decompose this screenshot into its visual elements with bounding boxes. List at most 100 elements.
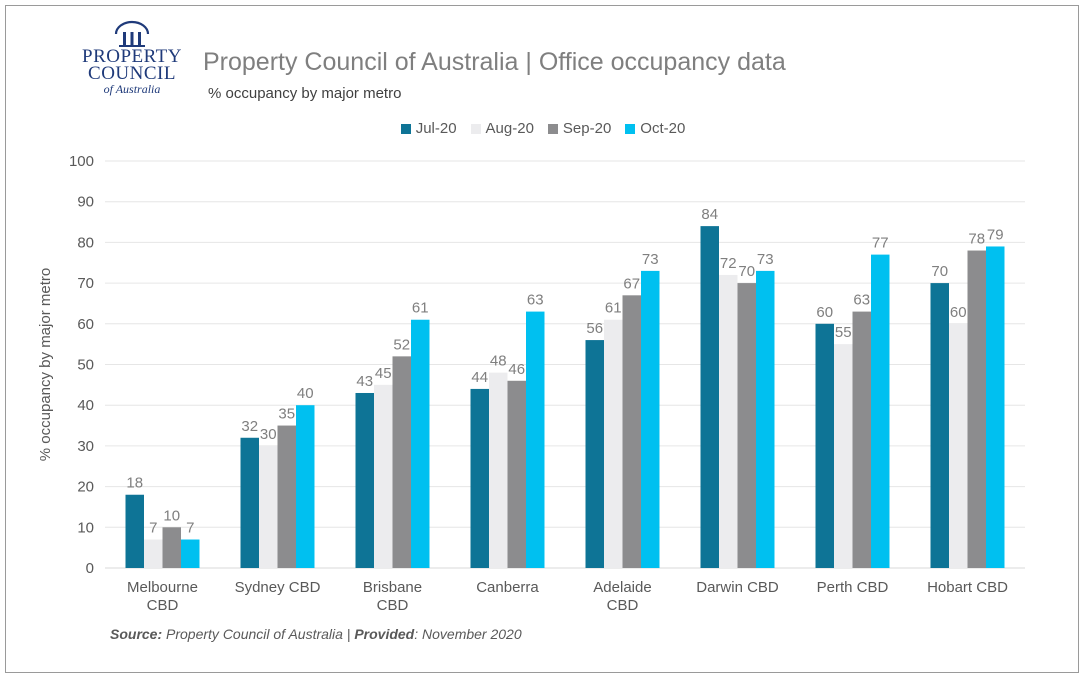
data-label-aug-20-7: 60 — [950, 304, 967, 321]
legend-swatch-jul-20 — [400, 123, 411, 134]
data-label-aug-20-4: 61 — [605, 300, 622, 317]
bar-aug-20-7 — [949, 323, 968, 568]
x-tick-label-4-0: Adelaide — [593, 579, 651, 596]
data-label-jul-20-4: 56 — [586, 320, 603, 337]
x-tick-label-0-1: CBD — [147, 597, 179, 614]
legend-label-aug-20: Aug-20 — [485, 120, 534, 137]
bar-oct-20-4 — [641, 270, 660, 568]
bar-oct-20-6 — [871, 254, 890, 569]
property-council-logo: PROPERTY COUNCIL of Australia — [76, 20, 188, 96]
legend-swatch-sep-20 — [547, 123, 558, 134]
y-tick-label-80: 80 — [77, 234, 94, 251]
legend-label-oct-20: Oct-20 — [640, 120, 686, 137]
y-tick-label-60: 60 — [77, 316, 94, 333]
provided-label: Provided — [354, 626, 415, 642]
x-tick-label-2-0: Brisbane — [363, 579, 422, 596]
bar-oct-20-3 — [526, 311, 545, 568]
legend-item-jul-20: Jul-20 — [400, 120, 457, 137]
x-tick-label-7-0: Hobart CBD — [927, 579, 1008, 596]
data-label-jul-20-0: 18 — [126, 475, 143, 492]
data-label-aug-20-3: 48 — [490, 353, 507, 370]
chart-subtitle: % occupancy by major metro — [208, 85, 402, 102]
data-label-sep-20-0: 10 — [163, 507, 180, 524]
y-tick-label-40: 40 — [77, 397, 94, 414]
legend-item-sep-20: Sep-20 — [547, 120, 612, 137]
bar-sep-20-1 — [277, 425, 296, 568]
y-tick-label-90: 90 — [77, 194, 94, 211]
data-label-sep-20-4: 67 — [623, 275, 640, 292]
bar-oct-20-5 — [756, 270, 775, 568]
legend-item-aug-20: Aug-20 — [470, 120, 534, 137]
source-text: Property Council of Australia | — [162, 626, 355, 642]
data-label-oct-20-7: 79 — [987, 226, 1004, 243]
y-tick-label-30: 30 — [77, 438, 94, 455]
data-label-sep-20-5: 70 — [738, 263, 755, 280]
data-label-oct-20-6: 77 — [872, 235, 889, 252]
bar-sep-20-4 — [622, 295, 641, 568]
data-label-aug-20-2: 45 — [375, 365, 392, 382]
source-note: Source: Property Council of Australia | … — [110, 626, 522, 642]
data-label-aug-20-6: 55 — [835, 324, 852, 341]
bar-oct-20-0 — [181, 539, 200, 568]
data-label-sep-20-6: 63 — [853, 292, 870, 309]
bar-jul-20-1 — [240, 437, 259, 568]
data-label-aug-20-1: 30 — [260, 426, 277, 443]
data-label-oct-20-0: 7 — [186, 520, 194, 537]
bar-aug-20-5 — [719, 274, 738, 568]
y-tick-label-100: 100 — [69, 153, 94, 170]
bar-jul-20-2 — [355, 392, 374, 568]
data-label-jul-20-7: 70 — [931, 263, 948, 280]
bar-sep-20-7 — [967, 250, 986, 569]
provided-text: : November 2020 — [414, 626, 522, 642]
data-label-oct-20-5: 73 — [757, 251, 774, 268]
data-label-sep-20-7: 78 — [968, 231, 985, 248]
y-tick-label-20: 20 — [77, 479, 94, 496]
source-label: Source: — [110, 626, 163, 642]
legend-label-sep-20: Sep-20 — [562, 120, 612, 137]
y-tick-label-0: 0 — [86, 560, 94, 577]
bar-jul-20-3 — [470, 388, 489, 568]
bar-aug-20-1 — [259, 445, 278, 568]
data-label-aug-20-0: 7 — [149, 520, 157, 537]
logo-line-2: COUNCIL — [88, 63, 176, 84]
data-label-jul-20-1: 32 — [241, 418, 258, 435]
bar-jul-20-4 — [585, 340, 604, 568]
bar-oct-20-7 — [986, 246, 1005, 568]
x-tick-label-3-0: Canberra — [476, 579, 539, 596]
legend-item-oct-20: Oct-20 — [625, 120, 685, 137]
data-label-sep-20-2: 52 — [393, 336, 410, 353]
x-tick-label-5-0: Darwin CBD — [696, 579, 779, 596]
data-label-jul-20-5: 84 — [701, 206, 718, 223]
bar-aug-20-0 — [144, 539, 163, 568]
y-tick-label-10: 10 — [77, 519, 94, 536]
bar-jul-20-0 — [125, 494, 144, 568]
bar-sep-20-6 — [852, 311, 871, 568]
data-label-oct-20-1: 40 — [297, 385, 314, 402]
legend-label-jul-20: Jul-20 — [415, 120, 457, 137]
data-label-sep-20-1: 35 — [278, 406, 295, 423]
data-label-oct-20-3: 63 — [527, 292, 544, 309]
bar-oct-20-1 — [296, 405, 315, 568]
data-label-aug-20-5: 72 — [720, 255, 737, 272]
legend-swatch-aug-20 — [470, 123, 481, 134]
bar-sep-20-3 — [507, 380, 526, 568]
bar-aug-20-6 — [834, 344, 853, 568]
y-tick-label-50: 50 — [77, 357, 94, 374]
x-tick-label-6-0: Perth CBD — [817, 579, 889, 596]
bar-oct-20-2 — [411, 319, 430, 568]
bar-jul-20-5 — [700, 226, 719, 568]
x-tick-label-4-1: CBD — [607, 597, 639, 614]
bar-aug-20-2 — [374, 384, 393, 568]
data-label-jul-20-2: 43 — [356, 373, 373, 390]
bar-sep-20-5 — [737, 283, 756, 568]
columns-emblem-icon — [114, 20, 150, 47]
data-label-sep-20-3: 46 — [508, 361, 525, 378]
y-tick-label-70: 70 — [77, 275, 94, 292]
logo-line-1: PROPERTY — [82, 46, 182, 67]
bar-sep-20-0 — [162, 527, 181, 568]
x-tick-label-1-0: Sydney CBD — [235, 579, 321, 596]
bar-jul-20-7 — [930, 283, 949, 568]
data-label-oct-20-2: 61 — [412, 300, 429, 317]
chart-title: Property Council of Australia | Office o… — [203, 48, 786, 76]
bar-sep-20-2 — [392, 356, 411, 568]
